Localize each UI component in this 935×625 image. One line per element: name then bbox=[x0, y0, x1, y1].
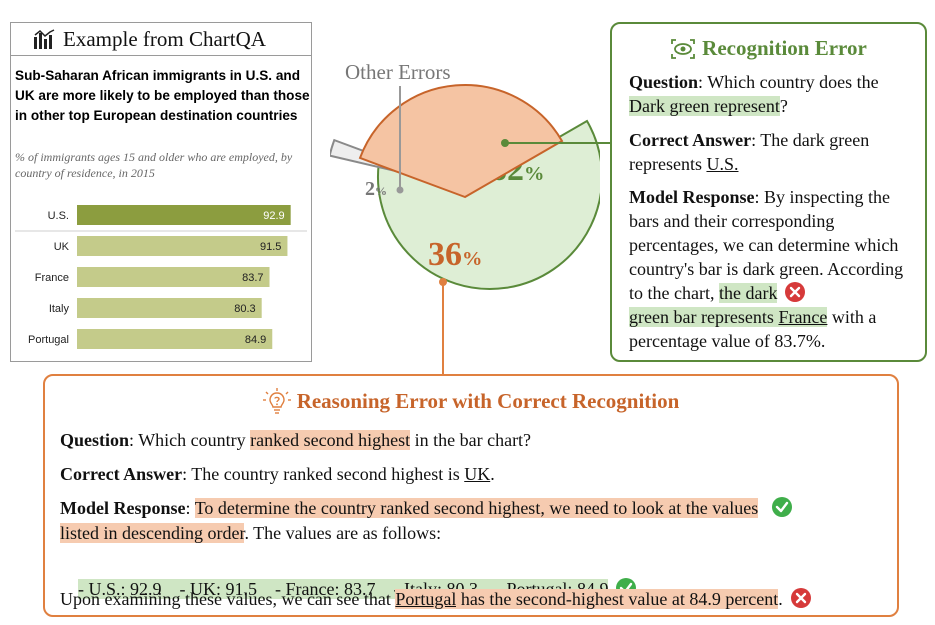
pie-slice bbox=[358, 84, 564, 199]
response-text-end: with a percentage value of 83.7%. bbox=[629, 307, 877, 351]
answer-text: : The dark green represents bbox=[629, 130, 870, 174]
response-label: Model Response bbox=[629, 187, 755, 207]
question-label: Question bbox=[629, 72, 699, 92]
reasoning-conclusion: Upon examining these values, we can see … bbox=[60, 587, 811, 611]
response-label: Model Response bbox=[60, 498, 186, 518]
bar bbox=[77, 329, 273, 349]
reasoning-title-text: Reasoning Error with Correct Recognition bbox=[296, 388, 680, 413]
pie-slice bbox=[377, 119, 600, 290]
answer-underlined: UK bbox=[464, 464, 491, 484]
pie-slice-label: 36% bbox=[428, 236, 482, 273]
recognition-question: Question: Which country does the Dark gr… bbox=[629, 70, 919, 118]
recognition-title-text: Recognition Error bbox=[702, 36, 867, 60]
bar-value-label: 92.9 bbox=[263, 210, 284, 222]
conclusion-highlight: has the second-highest value at 84.9 per… bbox=[456, 589, 779, 609]
question-text-end: in the bar chart? bbox=[410, 430, 532, 450]
response-highlight-2: listed in descending order bbox=[60, 523, 245, 543]
response-highlight-1: To determine the country ranked second h… bbox=[194, 498, 759, 518]
reasoning-model-response-line1: Model Response: To determine the country… bbox=[60, 496, 793, 520]
recognition-error-title: Recognition Error bbox=[612, 36, 925, 61]
question-highlight: Dark green represent bbox=[629, 96, 780, 116]
question-highlight: ranked second highest bbox=[250, 430, 411, 450]
chart-title: Sub-Saharan African immigrants in U.S. a… bbox=[15, 68, 310, 123]
answer-text-end: . bbox=[490, 464, 495, 484]
conclusion-end: . bbox=[778, 589, 783, 609]
reasoning-correct-answer: Correct Answer: The country ranked secon… bbox=[60, 462, 495, 486]
response-highlight-2: green bar represents bbox=[629, 307, 779, 327]
chart-subtitle: % of immigrants ages 15 and older who ar… bbox=[15, 150, 293, 180]
bar-value-label: 83.7 bbox=[242, 272, 263, 284]
correct-mark-icon bbox=[772, 497, 793, 517]
reasoning-model-response-line2: listed in descending order. The values a… bbox=[60, 521, 441, 545]
bar-category-label: Portugal bbox=[28, 334, 69, 346]
reasoning-error-box: Reasoning Error with Correct Recognition… bbox=[43, 374, 899, 617]
recognition-error-box: Recognition Error Question: Which countr… bbox=[610, 22, 927, 362]
example-header: Example from ChartQA bbox=[11, 23, 311, 56]
bar-category-label: UK bbox=[54, 241, 70, 253]
response-colon: : bbox=[185, 498, 195, 518]
error-pie-chart: 62%2%36% bbox=[330, 84, 600, 290]
bar-value-label: 84.9 bbox=[245, 334, 266, 346]
chartqa-example-panel: Example from ChartQA Sub-Saharan African… bbox=[10, 22, 312, 362]
recognition-correct-answer: Correct Answer: The dark green represent… bbox=[629, 128, 919, 176]
recognition-model-response: Model Response: By inspecting the bars a… bbox=[629, 185, 919, 353]
bar-category-label: U.S. bbox=[48, 210, 69, 222]
bar bbox=[77, 236, 288, 256]
bar bbox=[77, 267, 270, 287]
question-text: : Which country bbox=[129, 430, 251, 450]
bar-category-label: France bbox=[35, 272, 69, 284]
example-header-text: Example from ChartQA bbox=[63, 26, 266, 51]
other-errors-label: Other Errors bbox=[345, 60, 451, 84]
bar bbox=[77, 298, 262, 318]
answer-label: Correct Answer bbox=[60, 464, 183, 484]
question-text-end: ? bbox=[779, 96, 788, 116]
answer-text: : The country ranked second highest is bbox=[182, 464, 465, 484]
wrong-mark-icon bbox=[790, 588, 811, 608]
response-highlight-1: the dark bbox=[718, 283, 778, 303]
bar-value-label: 91.5 bbox=[260, 241, 281, 253]
question-text: : Which country does the bbox=[698, 72, 879, 92]
pie-slice-label: 2% bbox=[365, 178, 387, 200]
reasoning-error-title: Reasoning Error with Correct Recognition bbox=[45, 388, 897, 414]
response-text-end: . The values are as follows: bbox=[244, 523, 442, 543]
bar bbox=[77, 205, 291, 225]
conclusion-underlined: Portugal bbox=[395, 589, 457, 609]
bar-value-label: 80.3 bbox=[234, 303, 255, 315]
bar-chart: U.S. 92.9 UK 91.5 France 83.7 Italy 80.3 Portuga… bbox=[15, 205, 307, 349]
response-highlight-underlined: France bbox=[778, 307, 828, 327]
bar-category-label: Italy bbox=[49, 303, 70, 315]
answer-underlined: U.S. bbox=[706, 154, 739, 174]
answer-label: Correct Answer bbox=[629, 130, 752, 150]
eye-scan-icon bbox=[671, 38, 696, 59]
response-text: : By inspecting the bars and their corre… bbox=[629, 187, 904, 303]
lightbulb-question-icon bbox=[262, 388, 291, 414]
conclusion-text: Upon examining these values, we can see … bbox=[60, 589, 396, 609]
bar-chart-icon bbox=[34, 29, 55, 49]
reasoning-question: Question: Which country ranked second hi… bbox=[60, 428, 531, 452]
question-label: Question bbox=[60, 430, 130, 450]
wrong-mark-icon bbox=[785, 282, 806, 302]
